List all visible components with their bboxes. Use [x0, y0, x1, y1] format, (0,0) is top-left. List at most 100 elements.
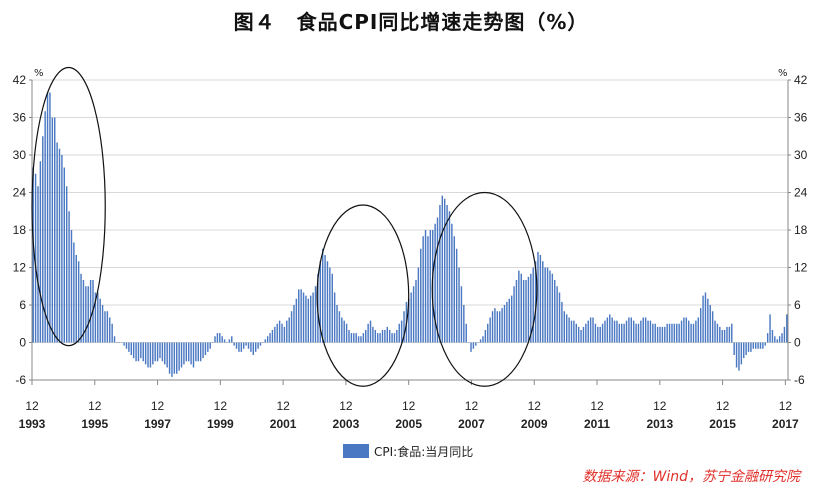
- bar: [329, 267, 331, 343]
- bar: [659, 326, 661, 343]
- bar: [654, 323, 656, 343]
- bar: [570, 320, 573, 343]
- bar: [759, 342, 762, 349]
- bar: [178, 342, 180, 371]
- bar: [120, 342, 123, 343]
- bar: [630, 317, 633, 343]
- bar: [719, 326, 721, 343]
- bar: [147, 342, 149, 368]
- bar: [537, 251, 539, 343]
- bar: [396, 330, 398, 343]
- y-tick-label-right: 36: [794, 111, 808, 125]
- bar: [463, 305, 465, 343]
- bar: [264, 339, 266, 343]
- bar: [699, 308, 702, 343]
- bar: [709, 305, 711, 343]
- y-tick-label-right: 42: [794, 73, 808, 87]
- bar: [532, 267, 534, 343]
- bar: [238, 342, 240, 352]
- annotation-ellipses: [31, 66, 538, 387]
- bar: [415, 280, 417, 343]
- y-tick-label-left: 36: [13, 111, 27, 125]
- x-tick-month: 12: [528, 399, 542, 413]
- bar: [336, 305, 338, 343]
- bar: [58, 148, 61, 343]
- bar: [551, 273, 554, 343]
- bar: [726, 326, 728, 343]
- bar: [460, 286, 463, 343]
- bar: [609, 314, 611, 343]
- x-tick-year: 2001: [270, 417, 297, 431]
- bar: [707, 298, 709, 343]
- bar: [54, 117, 56, 343]
- bar: [144, 342, 147, 365]
- bar: [326, 261, 329, 343]
- x-tick-month: 12: [716, 399, 730, 413]
- bar: [89, 280, 92, 343]
- bar: [266, 336, 269, 343]
- annotation-ellipse: [431, 191, 538, 387]
- bar: [343, 320, 345, 343]
- bar: [472, 342, 475, 349]
- bar: [673, 323, 676, 343]
- bar: [219, 333, 221, 343]
- x-tick-month: 12: [339, 399, 353, 413]
- bar: [309, 295, 312, 343]
- bar: [733, 342, 735, 355]
- bar: [623, 323, 625, 343]
- bar: [324, 255, 326, 343]
- bar: [300, 289, 302, 343]
- y-tick-label-left: 30: [13, 148, 27, 162]
- bar: [137, 342, 140, 362]
- bar: [290, 311, 293, 343]
- bar: [465, 323, 467, 343]
- bar: [561, 301, 563, 343]
- bar: [391, 333, 393, 343]
- bar: [190, 342, 192, 365]
- bar: [781, 333, 783, 343]
- bar: [683, 317, 685, 343]
- bar: [85, 286, 87, 343]
- bar: [353, 333, 355, 343]
- x-tick-year: 2005: [395, 417, 422, 431]
- x-tick-month: 12: [25, 399, 39, 413]
- bar: [594, 323, 597, 343]
- x-tick-year: 2009: [521, 417, 548, 431]
- bar: [501, 308, 503, 343]
- bar: [183, 342, 185, 365]
- bar: [123, 342, 125, 346]
- bar: [250, 342, 252, 352]
- bar: [621, 323, 623, 343]
- bar: [573, 320, 575, 343]
- bar: [271, 330, 274, 343]
- y-tick-label-left: 12: [13, 261, 27, 275]
- bar: [348, 330, 350, 343]
- bar: [518, 270, 520, 343]
- bar: [32, 167, 34, 343]
- bar: [187, 342, 190, 362]
- bar: [302, 292, 305, 343]
- bar: [479, 339, 482, 343]
- bar: [446, 205, 448, 343]
- bar: [199, 342, 202, 362]
- bar: [68, 211, 70, 343]
- bar: [508, 298, 511, 343]
- bar: [403, 311, 405, 343]
- bar: [240, 342, 243, 352]
- bar: [513, 286, 515, 343]
- bar: [769, 314, 771, 343]
- bar: [195, 342, 197, 362]
- bar: [783, 326, 786, 343]
- bar: [522, 280, 525, 343]
- bar: [422, 236, 424, 343]
- bar: [757, 342, 759, 349]
- y-tick-label-right: 12: [794, 261, 808, 275]
- bar: [762, 342, 764, 349]
- bar: [161, 342, 164, 362]
- bar: [668, 323, 671, 343]
- y-tick-label-right: 18: [794, 223, 808, 237]
- bar: [254, 342, 257, 352]
- bar: [429, 230, 432, 343]
- x-tick-month: 12: [779, 399, 793, 413]
- bar: [386, 326, 388, 343]
